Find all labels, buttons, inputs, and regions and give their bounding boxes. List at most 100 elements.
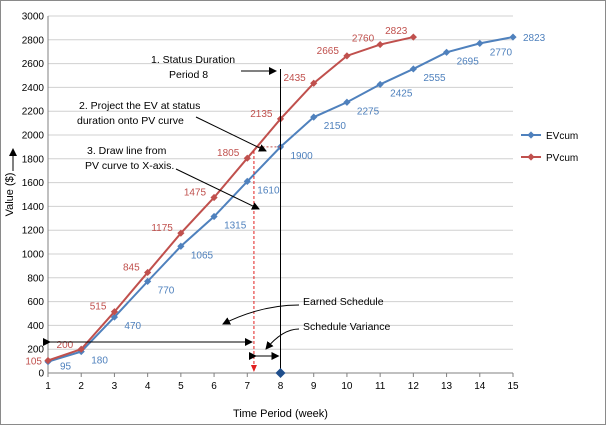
legend-marker bbox=[527, 131, 535, 139]
projection-arrowhead bbox=[250, 365, 257, 372]
data-point-EVcum bbox=[476, 39, 484, 47]
x-tick-label: 13 bbox=[441, 381, 453, 392]
y-tick-label: 3000 bbox=[22, 12, 45, 23]
annotation-line: Earned Schedule bbox=[303, 296, 384, 308]
data-point-EVcum bbox=[110, 313, 119, 321]
data-point-PVcum bbox=[310, 79, 318, 87]
data-point-PVcum bbox=[144, 268, 152, 277]
y-tick-label: 1200 bbox=[22, 226, 45, 237]
pv-data-label: 1805 bbox=[217, 148, 240, 159]
annotation-5: Schedule Variance bbox=[303, 321, 391, 333]
annotation-1: 1. Status Duration Period 8 bbox=[151, 54, 235, 81]
annotation-leader bbox=[265, 328, 300, 350]
data-point-PVcum bbox=[343, 52, 351, 60]
ev-data-label: 1065 bbox=[191, 250, 214, 261]
annotation-leader bbox=[175, 168, 260, 210]
x-tick-label: 6 bbox=[211, 381, 217, 392]
pv-data-label: 2760 bbox=[352, 34, 375, 45]
data-point-EVcum bbox=[310, 113, 318, 121]
annotation-leader bbox=[195, 116, 267, 152]
x-tick-label: 11 bbox=[375, 381, 386, 392]
data-point-PVcum bbox=[243, 154, 251, 162]
ev-data-label: 1315 bbox=[224, 221, 247, 232]
y-tick-label: 600 bbox=[27, 297, 44, 308]
y-tick-label: 1400 bbox=[22, 202, 45, 213]
pv-data-label: 2435 bbox=[283, 73, 306, 84]
x-tick-label: 3 bbox=[112, 381, 118, 392]
y-tick-label: 800 bbox=[27, 273, 44, 284]
ev-data-label: 2275 bbox=[357, 106, 380, 117]
annotation-2: 2. Project the EV at status duration onto… bbox=[77, 100, 200, 127]
y-axis-title: Value ($) bbox=[4, 173, 16, 217]
pv-data-label: 1175 bbox=[151, 223, 173, 234]
ev-data-label: 2770 bbox=[490, 47, 513, 58]
x-tick-label: 2 bbox=[78, 381, 84, 392]
x-tick-label: 9 bbox=[311, 381, 317, 392]
x-tick-label: 7 bbox=[245, 381, 251, 392]
data-point-EVcum bbox=[177, 242, 185, 250]
legend-label-EVcum: EVcum bbox=[546, 131, 578, 142]
annotation-line: Period 8 bbox=[169, 69, 208, 81]
annotations: 1. Status Duration Period 8 2. Project the… bbox=[9, 54, 391, 378]
y-tick-label: 2000 bbox=[22, 131, 45, 142]
y-tick-label: 1800 bbox=[22, 154, 45, 165]
x-tick-label: 1 bbox=[45, 381, 51, 392]
y-tick-label: 2800 bbox=[22, 35, 45, 46]
pv-data-label: 515 bbox=[90, 302, 107, 313]
y-tick-label: 2200 bbox=[22, 107, 45, 118]
data-point-EVcum bbox=[376, 80, 384, 89]
pv-data-label: 105 bbox=[25, 357, 42, 368]
legend-marker bbox=[527, 153, 535, 161]
data-point-EVcum bbox=[210, 212, 218, 221]
data-point-EVcum bbox=[409, 65, 417, 73]
annotation-leader bbox=[222, 304, 300, 325]
ev-data-label: 1900 bbox=[291, 151, 314, 162]
data-point-PVcum bbox=[177, 229, 185, 237]
status-marker bbox=[275, 368, 286, 378]
ev-data-label: 2823 bbox=[523, 33, 546, 44]
data-point-EVcum bbox=[243, 177, 251, 186]
data-point-EVcum bbox=[144, 277, 152, 285]
y-tick-label: 0 bbox=[38, 369, 44, 380]
data-point-PVcum bbox=[44, 356, 52, 365]
y-tick-label: 200 bbox=[27, 345, 44, 356]
legend-label-PVcum: PVcum bbox=[546, 153, 578, 164]
ev-data-label: 2425 bbox=[390, 88, 413, 99]
data-point-EVcum bbox=[509, 33, 517, 41]
annotation-3: 3. Draw line from PV curve to X-axis. bbox=[85, 145, 174, 172]
pv-data-label: 845 bbox=[123, 262, 140, 273]
annotation-line: 3. Draw line from bbox=[87, 145, 167, 157]
pv-data-label: 1475 bbox=[184, 187, 207, 198]
series-line-PVcum bbox=[47, 36, 414, 362]
data-point-EVcum bbox=[343, 98, 351, 106]
annotation-line: duration onto PV curve bbox=[77, 115, 184, 127]
x-tick-label: 10 bbox=[341, 381, 353, 392]
ev-data-label: 2555 bbox=[423, 73, 446, 84]
y-tick-label: 1600 bbox=[22, 178, 45, 189]
data-labels: 95 180 470 770 1065 1315 1610 1900 2150 2275 2425 2… bbox=[25, 26, 545, 373]
annotation-line: 1. Status Duration bbox=[151, 54, 235, 66]
pv-data-label: 2135 bbox=[250, 109, 273, 120]
ev-data-label: 2695 bbox=[457, 56, 480, 67]
ev-data-label: 180 bbox=[91, 356, 108, 367]
data-point-PVcum bbox=[409, 33, 417, 41]
pv-data-label: 2665 bbox=[317, 46, 340, 57]
data-point-PVcum bbox=[77, 345, 85, 353]
ev-data-label: 470 bbox=[124, 321, 141, 332]
ev-data-label: 95 bbox=[60, 362, 72, 373]
x-tick-label: 14 bbox=[474, 381, 486, 392]
x-tick-label: 15 bbox=[507, 381, 519, 392]
annotation-line: 2. Project the EV at status bbox=[79, 100, 200, 112]
data-point-EVcum bbox=[442, 48, 451, 56]
x-tick-label: 5 bbox=[178, 381, 184, 392]
y-tick-label: 2400 bbox=[22, 83, 45, 94]
data-point-PVcum bbox=[210, 193, 218, 202]
legend: EVcum PVcum bbox=[521, 131, 578, 164]
pv-data-label: 2823 bbox=[385, 26, 408, 37]
ev-data-label: 1610 bbox=[257, 185, 280, 196]
x-tick-label: 12 bbox=[408, 381, 420, 392]
x-tick-label: 8 bbox=[278, 381, 284, 392]
x-tick-label: 4 bbox=[145, 381, 151, 392]
